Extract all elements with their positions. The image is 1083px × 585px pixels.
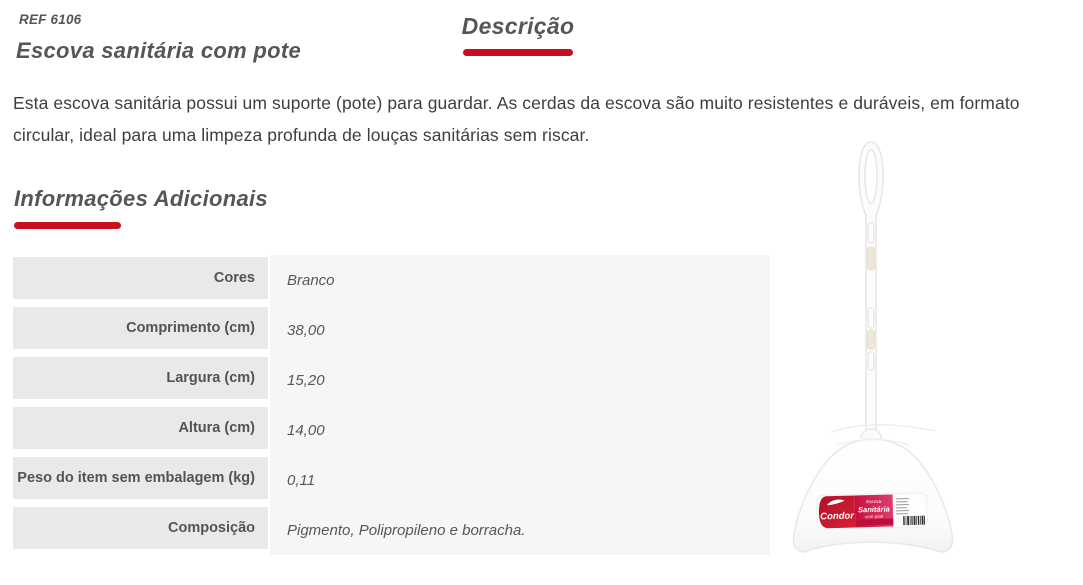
- brand-name: Condor: [820, 510, 855, 522]
- label-line3: com pote: [865, 514, 884, 519]
- product-title: Escova sanitária com pote: [16, 38, 302, 63]
- table-row: Pigmento, Polipropileno e borracha. Comp…: [13, 505, 770, 555]
- brush-handle: [858, 141, 884, 440]
- table-row: Branco Cores: [13, 255, 770, 305]
- table-row: 38,00 Comprimento (cm): [13, 305, 770, 355]
- table-row: 0,11 Peso do item sem embalagem (kg): [13, 455, 770, 505]
- toilet-brush-image: Condor Escova Sanitária com pote: [792, 141, 954, 553]
- row-value: 0,11: [270, 455, 770, 505]
- product-ref: REF 6106: [19, 12, 82, 27]
- additional-info-heading: Informações Adicionais: [14, 186, 268, 211]
- barcode: [903, 515, 926, 526]
- tab-active-underline: [463, 49, 573, 56]
- row-label: Cores: [13, 257, 268, 299]
- row-label: Comprimento (cm): [13, 307, 268, 349]
- row-value: 15,20: [270, 355, 770, 405]
- row-label: Altura (cm): [13, 407, 268, 449]
- tab-descricao[interactable]: Descrição: [448, 13, 588, 56]
- product-photo: Condor Escova Sanitária com pote: [775, 128, 980, 564]
- condor-logo-panel: [818, 495, 856, 529]
- row-label: Peso do item sem embalagem (kg): [13, 457, 268, 499]
- product-label: Condor Escova Sanitária com pote: [816, 492, 928, 530]
- product-description: Esta escova sanitária possui um suporte …: [13, 93, 1020, 145]
- row-value: 38,00: [270, 305, 770, 355]
- label-fine-print: [895, 498, 909, 515]
- table-row: 14,00 Altura (cm): [13, 405, 770, 455]
- label-line1: Escova: [866, 499, 881, 504]
- tab-descricao-label: Descrição: [461, 13, 575, 39]
- row-value: Branco: [270, 255, 770, 305]
- additional-info-underline: [14, 222, 121, 229]
- row-value: 14,00: [270, 405, 770, 455]
- row-value: Pigmento, Polipropileno e borracha.: [270, 505, 770, 555]
- label-line2: Sanitária: [858, 505, 890, 515]
- table-row: 15,20 Largura (cm): [13, 355, 770, 405]
- row-label: Largura (cm): [13, 357, 268, 399]
- condor-wing-icon: [826, 499, 845, 506]
- additional-info-table: Branco Cores 38,00 Comprimento (cm) 15,2…: [13, 255, 770, 557]
- row-label: Composição: [13, 507, 268, 549]
